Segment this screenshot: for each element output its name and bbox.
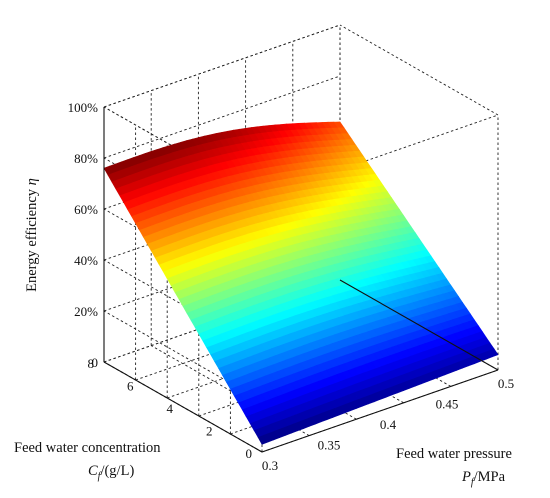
y-tick-labels: 0 2 4 6 8 — [88, 356, 253, 461]
grid-line — [103, 75, 341, 159]
x-tick-label: 0.3 — [262, 458, 278, 473]
z-tick-label: 60% — [74, 202, 98, 217]
box-edge — [103, 24, 341, 108]
z-tick-label: 0 — [92, 355, 99, 370]
z-tick-labels: 0 20% 40% 60% 80% 100% — [68, 100, 99, 370]
axis-line — [261, 369, 499, 453]
z-tick-label: 80% — [74, 151, 98, 166]
box-edge — [339, 24, 499, 116]
y-tick-label: 8 — [88, 356, 95, 371]
y-axis-label-unit: Cf/(g/L) — [88, 463, 134, 482]
x-axis-label: Feed water pressure — [396, 446, 512, 462]
grid-line — [167, 315, 404, 399]
x-tick-label: 0.35 — [318, 438, 341, 453]
grid-line — [103, 228, 341, 312]
y-tick-label: 4 — [167, 401, 174, 416]
x-axis-label-unit: Pf/MPa — [461, 469, 506, 488]
surface-patch — [487, 348, 499, 358]
y-tick-label: 6 — [127, 379, 134, 394]
z-axis-label: Energy efficiency η — [24, 178, 40, 292]
axis-line — [339, 279, 499, 371]
z-tick-label: 20% — [74, 304, 98, 319]
x-tick-label: 0.45 — [436, 397, 459, 412]
y-tick-label: 0 — [246, 446, 253, 461]
grid-line — [103, 279, 341, 363]
grid-line — [135, 297, 372, 381]
y-tick-label: 2 — [206, 424, 213, 439]
axis-line — [103, 361, 263, 453]
z-tick-label: 40% — [74, 253, 98, 268]
axis-layer — [103, 107, 499, 453]
grid-line — [103, 177, 341, 261]
x-tick-label: 0.4 — [380, 417, 397, 432]
z-tick-label: 100% — [68, 100, 99, 115]
y-axis-label: Feed water concentration — [14, 440, 161, 456]
x-tick-label: 0.5 — [498, 376, 514, 391]
x-tick-labels: 0.3 0.35 0.4 0.45 0.5 — [262, 376, 514, 473]
